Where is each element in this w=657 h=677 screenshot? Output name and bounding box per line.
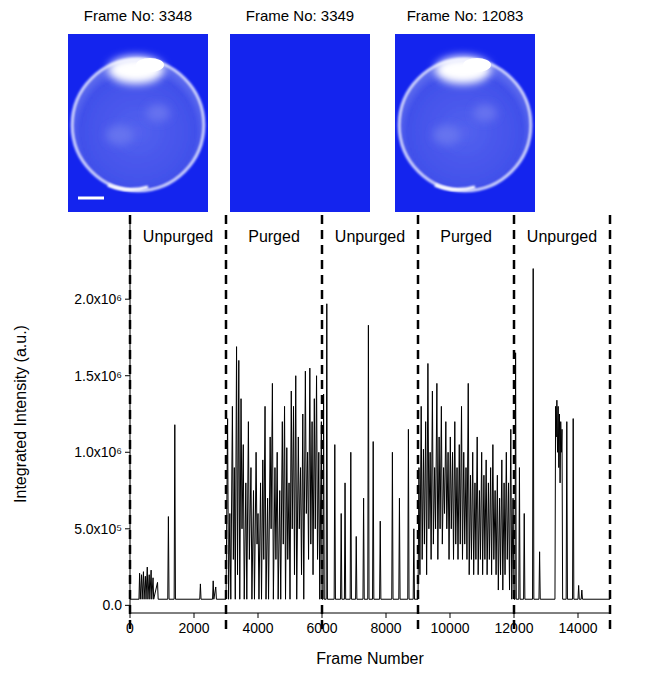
label-background <box>333 227 407 246</box>
x-tick <box>450 613 451 618</box>
data-line <box>130 269 610 600</box>
droplet-texture <box>106 125 134 145</box>
panel-title: Frame No: 3349 <box>246 7 354 24</box>
y-axis-title: Integrated Intensity (a.u.) <box>12 325 29 503</box>
region-labels: Unpurged Purged Unpurged Purged Unpurged <box>141 227 599 246</box>
region-divider <box>513 215 516 631</box>
x-tick <box>258 613 259 618</box>
image-panel: Frame No: 12083 <box>395 7 535 212</box>
panel-title: Frame No: 3348 <box>84 7 192 24</box>
x-tick-label: 0 <box>126 620 134 636</box>
droplet-texture <box>473 104 497 122</box>
image-panel: Frame No: 3348 <box>68 7 208 212</box>
region-divider <box>609 215 612 631</box>
y-axis-line <box>130 215 131 613</box>
y-tick <box>125 299 130 300</box>
region-label: Unpurged <box>527 228 597 245</box>
x-tick <box>514 613 515 618</box>
x-axis-line <box>130 613 610 614</box>
y-tick-label: 2.0x10⁶ <box>74 291 122 307</box>
droplet-texture <box>433 125 461 145</box>
label-background <box>246 227 302 246</box>
image-background <box>395 34 535 212</box>
axes: 0 2000 4000 6000 8000 10000 12000 14000 0.0 5.0x1… <box>74 215 610 636</box>
region-label: Unpurged <box>143 228 213 245</box>
x-tick-label: 14000 <box>559 620 598 636</box>
x-tick-label: 2000 <box>178 620 209 636</box>
y-tick-label: 1.5x10⁶ <box>74 368 122 384</box>
y-tick <box>125 375 130 376</box>
x-tick-label: 12000 <box>495 620 534 636</box>
droplet-texture <box>146 104 170 122</box>
x-tick-label: 4000 <box>242 620 273 636</box>
y-tick-label: 5.0x10⁵ <box>74 521 122 537</box>
region-label: Purged <box>248 228 300 245</box>
x-tick-label: 8000 <box>370 620 401 636</box>
label-background <box>438 227 494 246</box>
y-tick-label: 1.0x10⁶ <box>74 444 122 460</box>
image-background <box>230 34 370 212</box>
y-tick-label: 0.0 <box>103 597 123 613</box>
figure: Frame No: 3348 Frame No: 3349 Frame No: 12… <box>0 0 657 677</box>
image-background <box>68 34 208 212</box>
x-tick <box>578 613 579 618</box>
highlight <box>136 58 164 72</box>
region-divider <box>417 215 420 631</box>
x-axis-title: Frame Number <box>316 650 424 667</box>
x-tick <box>322 613 323 618</box>
data-group <box>130 269 610 600</box>
rim-highlight <box>108 185 148 190</box>
region-dividers <box>130 215 610 631</box>
x-tick <box>130 613 131 618</box>
highlight <box>435 56 491 84</box>
image-panel: Frame No: 3349 <box>230 7 370 212</box>
y-tick <box>125 605 130 606</box>
x-tick <box>194 613 195 618</box>
region-divider <box>321 215 324 631</box>
highlight <box>108 56 164 84</box>
region-divider <box>225 215 228 631</box>
scale-bar <box>78 197 104 200</box>
x-tick <box>386 613 387 618</box>
label-background <box>141 227 215 246</box>
y-tick <box>125 528 130 529</box>
region-divider <box>129 215 132 631</box>
y-tick <box>125 452 130 453</box>
region-label: Purged <box>440 228 492 245</box>
x-tick-label: 6000 <box>306 620 337 636</box>
x-tick-label: 10000 <box>431 620 470 636</box>
panel-title: Frame No: 12083 <box>407 7 524 24</box>
highlight <box>463 58 491 72</box>
rim-highlight <box>435 185 475 190</box>
region-label: Unpurged <box>335 228 405 245</box>
label-background <box>525 227 599 246</box>
